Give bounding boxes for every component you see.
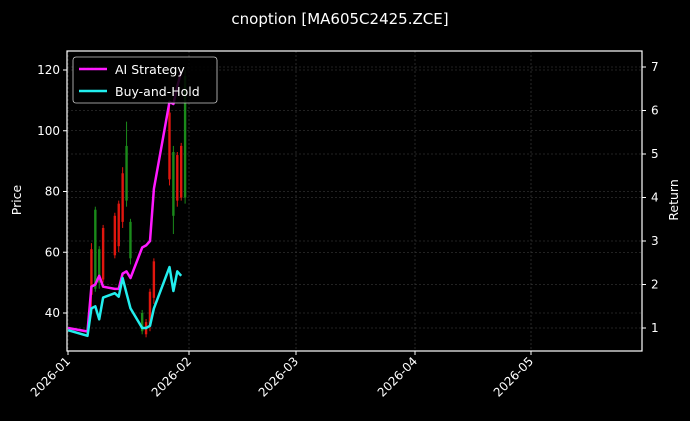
legend-label-ai-strategy: AI Strategy <box>115 62 185 77</box>
candle-body <box>117 203 120 247</box>
candle-body <box>101 227 105 280</box>
candle-body <box>148 291 152 326</box>
candle-body <box>129 221 132 259</box>
price-axis-label: Price <box>9 184 24 215</box>
candle-body <box>121 173 124 222</box>
candle-body <box>168 112 171 180</box>
return-tick-label: 1 <box>651 321 659 335</box>
candle-body <box>98 249 101 283</box>
price-tick-label: 100 <box>37 124 60 138</box>
candle-body <box>183 76 187 198</box>
candle-body <box>113 215 117 256</box>
candle-body <box>152 261 156 298</box>
legend-box <box>72 56 218 104</box>
price-axis: 40 60 80 100 120 <box>37 63 67 320</box>
return-axis: 1 2 3 4 5 6 7 <box>642 60 659 335</box>
candlesticks <box>90 70 187 338</box>
return-tick-label: 2 <box>651 278 659 292</box>
candle-body <box>179 145 183 198</box>
legend: AI Strategy Buy-and-Hold <box>72 56 218 104</box>
candle-body <box>140 313 144 332</box>
candle-body <box>125 145 128 201</box>
price-tick-label: 80 <box>45 185 60 199</box>
candle-body <box>90 249 93 295</box>
candle-body <box>176 155 179 201</box>
return-axis-label: Return <box>666 179 681 220</box>
price-tick-label: 60 <box>45 245 60 259</box>
plot-frame <box>66 50 643 352</box>
return-tick-label: 3 <box>651 234 659 248</box>
return-tick-label: 4 <box>651 191 659 205</box>
return-tick-label: 6 <box>651 104 659 118</box>
chart-title: cnoption [MA605C2425.ZCE] <box>231 10 448 28</box>
price-tick-label: 120 <box>37 63 60 77</box>
return-tick-label: 7 <box>651 60 659 74</box>
return-tick-label: 5 <box>651 147 659 161</box>
price-tick-label: 40 <box>45 306 60 320</box>
buy-and-hold-line <box>67 265 183 338</box>
candle-body <box>94 209 97 289</box>
legend-label-buy-and-hold: Buy-and-Hold <box>115 84 200 99</box>
candle-body <box>172 152 175 216</box>
